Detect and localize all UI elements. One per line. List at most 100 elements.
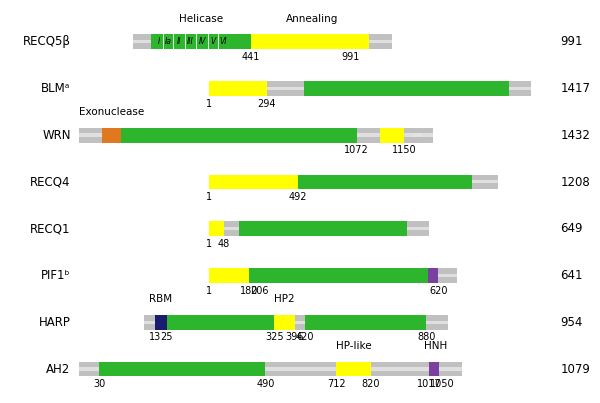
Text: 25: 25: [161, 332, 173, 343]
Bar: [295, 315, 305, 330]
Bar: [79, 133, 102, 137]
Text: AH2: AH2: [46, 363, 71, 376]
Text: 441: 441: [241, 52, 260, 62]
Text: 1150: 1150: [392, 145, 416, 156]
Text: 492: 492: [289, 192, 307, 202]
Bar: [428, 268, 439, 283]
Bar: [371, 367, 430, 370]
Bar: [209, 174, 298, 189]
Text: WRN: WRN: [42, 129, 71, 142]
Bar: [438, 268, 457, 283]
Bar: [133, 39, 392, 44]
Bar: [266, 87, 304, 90]
Bar: [509, 87, 531, 90]
Bar: [265, 361, 336, 376]
Bar: [357, 133, 380, 137]
Bar: [250, 268, 259, 283]
Bar: [265, 367, 336, 370]
Bar: [167, 315, 274, 330]
Bar: [251, 34, 374, 49]
Text: 991: 991: [342, 52, 360, 62]
Text: 206: 206: [250, 286, 269, 296]
Text: RBM: RBM: [149, 294, 172, 304]
Bar: [99, 361, 265, 376]
Text: 1432: 1432: [560, 129, 590, 142]
Bar: [472, 174, 499, 189]
Bar: [79, 128, 102, 143]
Bar: [224, 221, 239, 236]
Bar: [209, 221, 224, 236]
Text: 1072: 1072: [344, 145, 369, 156]
Bar: [357, 128, 380, 143]
Bar: [439, 361, 462, 376]
Bar: [79, 133, 433, 138]
Bar: [224, 227, 239, 230]
Text: 1017: 1017: [417, 379, 442, 389]
Bar: [427, 320, 448, 324]
Bar: [368, 34, 392, 49]
Bar: [79, 366, 462, 372]
Text: 954: 954: [560, 316, 583, 329]
Bar: [145, 320, 155, 324]
Bar: [209, 273, 457, 278]
Bar: [407, 227, 429, 230]
Bar: [439, 367, 462, 370]
Text: 1: 1: [206, 192, 212, 202]
Bar: [133, 40, 151, 43]
Bar: [209, 81, 266, 96]
Bar: [430, 361, 442, 376]
Text: 13: 13: [149, 332, 161, 343]
Text: HNH: HNH: [424, 341, 448, 351]
Bar: [259, 268, 442, 283]
Text: Annealing: Annealing: [286, 14, 339, 24]
Text: 1: 1: [206, 286, 212, 296]
Text: 991: 991: [560, 35, 583, 48]
Text: 1050: 1050: [430, 379, 455, 389]
Text: BLMᵃ: BLMᵃ: [41, 82, 71, 95]
Text: PIF1ᵇ: PIF1ᵇ: [41, 269, 71, 282]
Text: 1: 1: [206, 239, 212, 249]
Text: 1417: 1417: [560, 82, 590, 95]
Text: RECQ4: RECQ4: [30, 176, 71, 189]
Text: 180: 180: [240, 286, 259, 296]
Bar: [472, 180, 499, 183]
Text: 820: 820: [362, 379, 380, 389]
Text: 1208: 1208: [560, 176, 590, 189]
Bar: [79, 361, 99, 376]
Text: Helicase: Helicase: [179, 14, 223, 24]
Bar: [413, 133, 433, 137]
Bar: [209, 86, 531, 91]
Text: 649: 649: [560, 222, 583, 235]
Bar: [295, 320, 305, 324]
Bar: [155, 315, 167, 330]
Bar: [509, 81, 531, 96]
Bar: [102, 128, 121, 143]
Bar: [413, 128, 433, 143]
Text: Ia: Ia: [164, 37, 172, 46]
Text: 620: 620: [429, 286, 448, 296]
Bar: [239, 221, 416, 236]
Text: 294: 294: [257, 99, 276, 109]
Text: 490: 490: [256, 379, 275, 389]
Bar: [404, 133, 422, 137]
Bar: [305, 315, 433, 330]
Bar: [133, 34, 151, 49]
Text: V: V: [210, 37, 215, 46]
Text: III: III: [187, 37, 194, 46]
Bar: [304, 81, 516, 96]
Text: II: II: [176, 37, 181, 46]
Text: HP-like: HP-like: [336, 341, 371, 351]
Text: 325: 325: [265, 332, 283, 343]
Text: 30: 30: [93, 379, 105, 389]
Bar: [145, 315, 155, 330]
Bar: [298, 174, 481, 189]
Bar: [274, 315, 295, 330]
Text: HP2: HP2: [274, 294, 295, 304]
Text: RECQ5β: RECQ5β: [23, 35, 71, 48]
Text: 420: 420: [296, 332, 314, 343]
Bar: [380, 128, 404, 143]
Text: 880: 880: [417, 332, 436, 343]
Bar: [209, 268, 250, 283]
Text: 48: 48: [218, 239, 230, 249]
Bar: [145, 320, 448, 325]
